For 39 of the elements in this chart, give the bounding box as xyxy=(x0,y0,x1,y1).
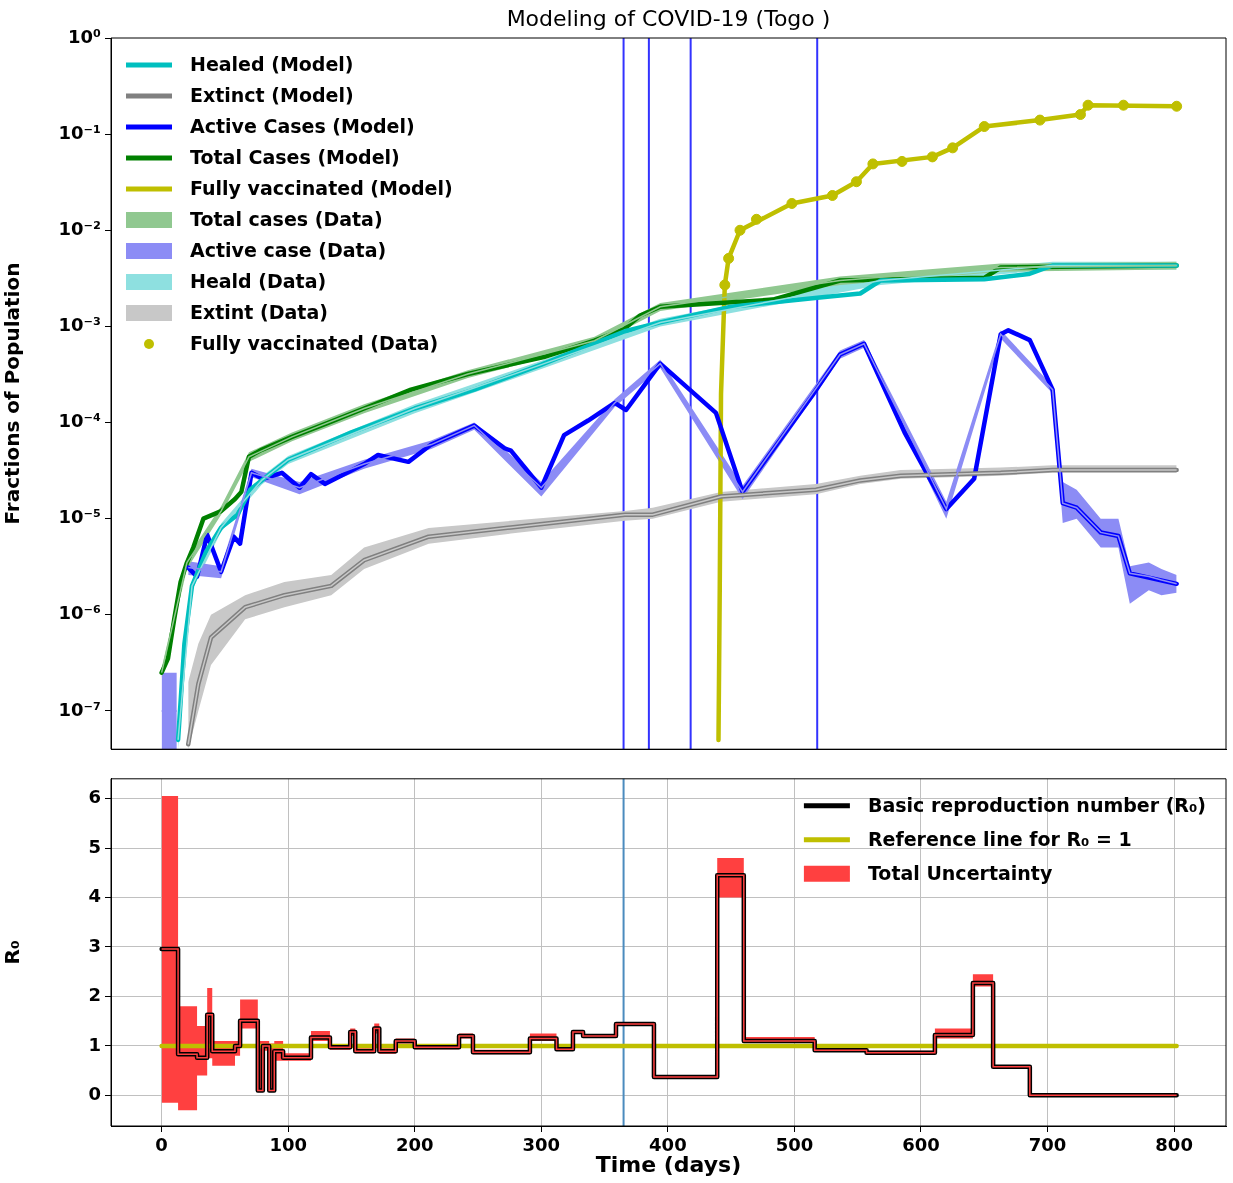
legend-label: Total Uncertainty xyxy=(867,861,1053,884)
x-tick-label: 0 xyxy=(155,1134,168,1156)
y-tick-label: 10⁻³ xyxy=(58,314,101,336)
legend-label: Extinct (Model) xyxy=(190,83,354,106)
y-tick-label: 3 xyxy=(88,934,101,956)
y-tick-label: 0 xyxy=(88,1083,101,1105)
legend-label: Basic reproduction number (R₀) xyxy=(867,793,1207,816)
y-tick-label: 10⁻² xyxy=(58,217,101,239)
legend-label: Total cases (Data) xyxy=(190,207,383,230)
y-tick-label: 10⁻⁴ xyxy=(58,410,102,432)
chart-title: Modeling of COVID-19 (Togo ) xyxy=(506,5,831,31)
legend-label: Extint (Data) xyxy=(190,300,328,323)
y-tick-label: 10⁻¹ xyxy=(58,121,101,143)
legend-label: Active Cases (Model) xyxy=(190,114,415,137)
y-tick-label: 10⁰ xyxy=(68,25,102,47)
x-tick-label: 600 xyxy=(902,1134,940,1156)
y-tick-label: 2 xyxy=(88,984,101,1006)
y-tick-label: 10⁻⁷ xyxy=(58,698,101,720)
x-tick-label: 700 xyxy=(1028,1134,1067,1156)
y-tick-label: 10⁻⁵ xyxy=(58,506,101,528)
y-tick-label: 1 xyxy=(88,1033,101,1055)
legend-label: Active case (Data) xyxy=(190,238,387,261)
y-tick-label: 10⁻⁶ xyxy=(58,602,102,624)
legend-label: Healed (Model) xyxy=(190,52,354,75)
x-tick-label: 200 xyxy=(395,1134,434,1156)
legend-label: Heald (Data) xyxy=(190,269,327,292)
y-axis-title: Fractions of Population xyxy=(0,262,25,525)
legend-label: Fully vaccinated (Data) xyxy=(190,331,439,354)
y-axis-title: R₀ xyxy=(0,940,25,965)
x-tick-label: 100 xyxy=(269,1134,307,1156)
legend-label: Fully vaccinated (Model) xyxy=(190,176,453,199)
y-tick-label: 6 xyxy=(88,786,101,808)
legend-label: Total Cases (Model) xyxy=(190,145,400,168)
y-tick-label: 4 xyxy=(88,885,101,907)
x-tick-label: 300 xyxy=(522,1134,561,1156)
legend-label: Reference line for R₀ = 1 xyxy=(867,827,1132,850)
x-tick-label: 500 xyxy=(775,1134,814,1156)
y-tick-label: 5 xyxy=(88,835,101,857)
x-tick-label: 800 xyxy=(1155,1134,1193,1156)
